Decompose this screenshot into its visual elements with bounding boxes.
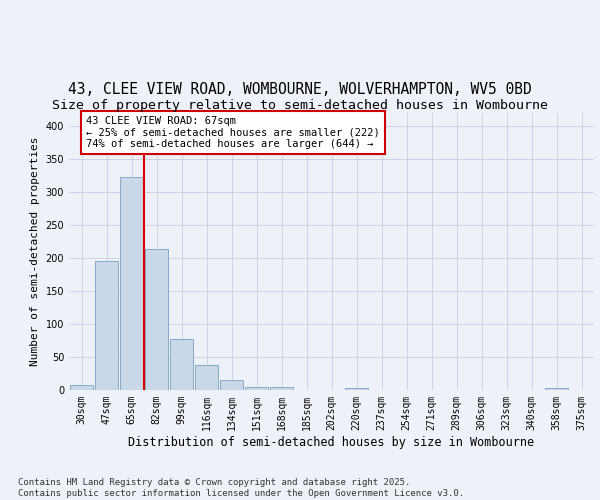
Bar (95, 260, 118, 390)
Bar (345, 388, 368, 390)
Bar (545, 388, 568, 390)
Bar (245, 386, 268, 390)
Bar (170, 339, 193, 390)
X-axis label: Distribution of semi-detached houses by size in Wombourne: Distribution of semi-detached houses by … (128, 436, 535, 448)
Bar (270, 386, 293, 390)
Bar (195, 365, 218, 390)
Bar (120, 178, 143, 390)
Bar (220, 380, 243, 390)
Bar (70, 384, 93, 390)
Text: Contains HM Land Registry data © Crown copyright and database right 2025.
Contai: Contains HM Land Registry data © Crown c… (18, 478, 464, 498)
Text: Size of property relative to semi-detached houses in Wombourne: Size of property relative to semi-detach… (52, 100, 548, 112)
Y-axis label: Number of semi-detached properties: Number of semi-detached properties (30, 136, 40, 366)
Text: 43, CLEE VIEW ROAD, WOMBOURNE, WOLVERHAMPTON, WV5 0BD: 43, CLEE VIEW ROAD, WOMBOURNE, WOLVERHAM… (68, 82, 532, 98)
Bar (145, 250, 168, 390)
Text: 43 CLEE VIEW ROAD: 67sqm
← 25% of semi-detached houses are smaller (222)
74% of : 43 CLEE VIEW ROAD: 67sqm ← 25% of semi-d… (86, 116, 380, 149)
